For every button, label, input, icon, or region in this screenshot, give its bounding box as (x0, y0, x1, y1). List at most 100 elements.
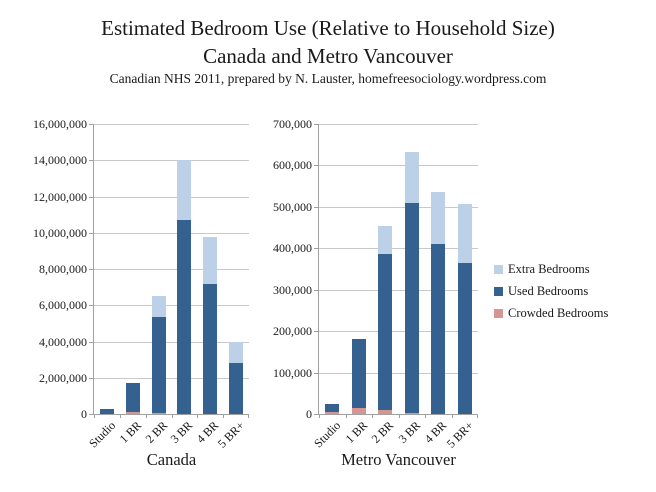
x-axis-tick (119, 414, 121, 418)
bar-segment-crowded_bedrooms (378, 410, 393, 414)
bar-segment-used_bedrooms (229, 363, 244, 414)
used-bedrooms-swatch-icon (494, 286, 503, 296)
y-tick-label: 100,000 (273, 365, 312, 380)
gridline (319, 372, 478, 374)
y-tick-label: 12,000,000 (33, 189, 87, 204)
gridline (319, 124, 478, 125)
x-axis-tick (345, 414, 347, 418)
canada-chart-plot-area: Canada 0 2,000,000 4,000,000 6,000,000 8,000… (33, 117, 249, 469)
y-tick-label: 10,000,000 (33, 225, 87, 240)
y-tick-label: 500,000 (273, 199, 312, 214)
x-axis-tick (451, 414, 453, 418)
bar-segment-extra_bedrooms (151, 295, 166, 318)
gridline (319, 165, 478, 167)
x-axis-tick (223, 414, 225, 418)
y-axis-tick (314, 289, 319, 291)
gridline (94, 232, 249, 234)
y-tick-label: 300,000 (273, 282, 312, 297)
chart-title-line1: Estimated Bedroom Use (Relative to House… (101, 16, 555, 40)
y-axis-tick (314, 331, 319, 333)
bar-segment-extra_bedrooms (431, 192, 446, 245)
x-axis-tick (372, 414, 373, 418)
y-axis-tick (89, 269, 94, 270)
y-tick-label: 8,000,000 (39, 262, 87, 276)
legend-item: Used Bedrooms (494, 284, 608, 298)
x-axis-tick (171, 414, 173, 418)
x-axis-tick (425, 414, 426, 418)
gridline (94, 341, 249, 343)
y-axis-tick (89, 377, 94, 379)
gridline (94, 269, 249, 270)
y-tick-label: 6,000,000 (39, 298, 87, 313)
chart-title-line2: Canada and Metro Vancouver (203, 44, 453, 68)
y-axis-tick (89, 305, 94, 307)
bar-segment-used_bedrooms (431, 244, 446, 414)
legend-item: Crowded Bedrooms (494, 306, 608, 320)
gridline (319, 331, 478, 333)
legend-label: Crowded Bedrooms (508, 306, 609, 320)
gridline (94, 160, 249, 162)
bar-segment-extra_bedrooms (404, 151, 419, 204)
gridline (94, 124, 249, 125)
bar-segment-used_bedrooms (151, 317, 166, 413)
bar-segment-extra_bedrooms (177, 160, 192, 221)
bar-segment-crowded_bedrooms (151, 412, 166, 414)
bar-segment-used_bedrooms (378, 254, 393, 411)
x-axis-tick (319, 414, 320, 418)
bar-segment-used_bedrooms (99, 409, 114, 414)
legend-label: Extra Bedrooms (508, 262, 590, 276)
gridline (319, 248, 478, 250)
legend: Extra Bedrooms Used Bedrooms Crowded Bedro… (494, 262, 608, 328)
x-axis-tick (197, 414, 199, 418)
y-tick-label: 700,000 (273, 117, 312, 131)
y-tick-label: 600,000 (273, 158, 312, 173)
y-axis-tick (89, 232, 94, 234)
y-axis-tick (89, 160, 94, 162)
y-axis-tick (314, 372, 319, 374)
bar-segment-used_bedrooms (177, 220, 192, 414)
x-axis-tick (94, 414, 95, 418)
y-tick-label: 14,000,000 (33, 153, 87, 168)
y-axis-tick (314, 414, 319, 415)
bar-segment-used_bedrooms (351, 338, 366, 409)
bar-segment-used_bedrooms (125, 382, 140, 413)
bar-segment-crowded_bedrooms (404, 412, 419, 414)
y-tick-label: 0 (306, 407, 312, 421)
y-tick-label: 2,000,000 (39, 370, 87, 385)
canada-axis-title: Canada (146, 450, 197, 469)
bar-segment-extra_bedrooms (378, 225, 393, 255)
bar-segment-extra_bedrooms (457, 203, 472, 264)
x-axis-tick (398, 414, 400, 418)
gridline (319, 289, 478, 291)
y-tick-label: 200,000 (273, 324, 312, 339)
bar-segment-used_bedrooms (325, 403, 340, 413)
bar-segment-crowded_bedrooms (351, 408, 366, 414)
gridline (94, 196, 249, 198)
bar-segment-crowded_bedrooms (325, 412, 340, 414)
bar-segment-extra_bedrooms (229, 341, 244, 364)
chart-subtitle: Canadian NHS 2011, prepared by N. Lauste… (109, 71, 547, 86)
y-axis-tick (314, 206, 319, 208)
y-axis-tick (314, 124, 319, 125)
gridline (94, 305, 249, 307)
y-axis-tick (89, 341, 94, 343)
y-axis-tick (89, 124, 94, 125)
crowded-bedrooms-swatch-icon (494, 308, 503, 318)
y-axis-tick (89, 196, 94, 198)
y-tick-label: 400,000 (273, 241, 312, 256)
bar-segment-used_bedrooms (203, 283, 218, 414)
legend-item: Extra Bedrooms (494, 262, 608, 276)
y-axis-tick (314, 248, 319, 250)
title-block: Estimated Bedroom Use (Relative to House… (0, 14, 656, 87)
vancouver-chart-plot-area: Metro Vancouver 0 100,000 200,000 300,000 40… (273, 117, 478, 469)
y-tick-label: 0 (81, 407, 87, 421)
y-axis-tick (89, 414, 94, 415)
x-axis-tick (145, 414, 147, 418)
vancouver-axis-title: Metro Vancouver (341, 450, 456, 469)
bar-segment-used_bedrooms (457, 263, 472, 414)
y-axis-tick (314, 165, 319, 167)
extra-bedrooms-swatch-icon (494, 264, 503, 274)
bar-segment-extra_bedrooms (203, 237, 218, 284)
y-tick-label: 4,000,000 (39, 334, 87, 349)
